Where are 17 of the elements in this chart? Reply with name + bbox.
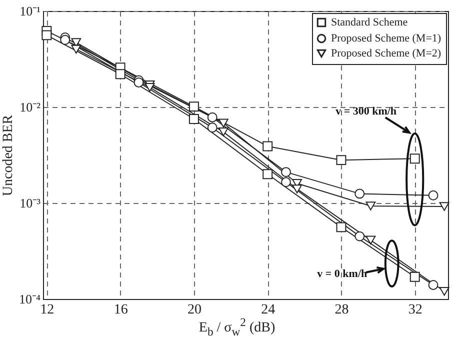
x-tick-label: 16	[114, 302, 128, 318]
x-tick-label: 20	[187, 302, 202, 318]
x-tick-label: 32	[408, 302, 422, 318]
y-axis-title: Uncoded BER	[0, 114, 16, 196]
x-tick-label: 24	[261, 302, 276, 318]
y-tick-label: 10⁻⁴	[18, 292, 41, 306]
y-tick-label: 10⁻³	[20, 196, 41, 210]
legend-label: Proposed Scheme (M=2)	[331, 48, 442, 60]
legend-label: Standard Scheme	[331, 16, 408, 28]
y-tick-label: 10⁻¹	[20, 4, 41, 18]
x-tick-label: 28	[334, 302, 349, 318]
x-axis-title: E$_{b}$ / σ$_{w}$$^{2}$ (dB)	[198, 316, 276, 338]
annotation: v = 0 km/h	[317, 268, 368, 280]
annotation: v = 300 km/h	[336, 105, 397, 118]
y-tick-label: 10⁻²	[20, 100, 41, 114]
legend-label: Proposed Scheme (M=1)	[331, 32, 442, 44]
x-tick-label: 12	[40, 302, 54, 318]
